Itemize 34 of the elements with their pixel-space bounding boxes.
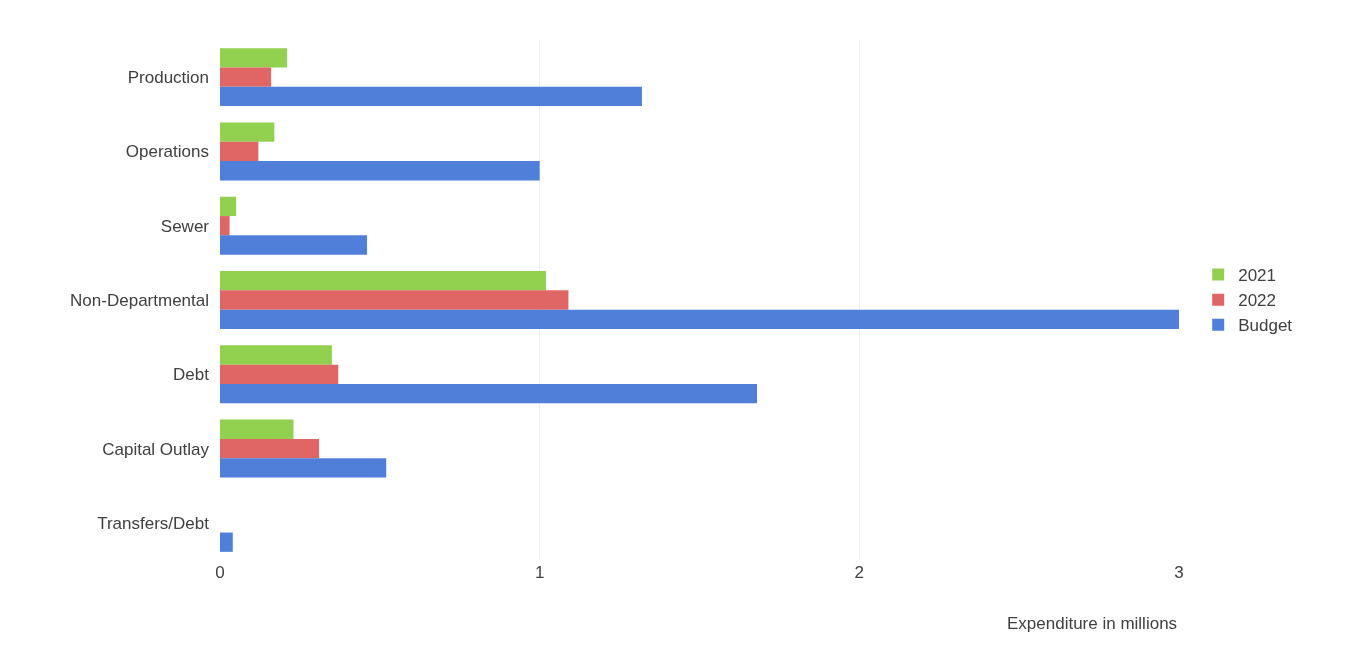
legend-label: Budget	[1238, 316, 1293, 336]
bar	[220, 364, 339, 384]
bar	[220, 141, 259, 162]
bar	[220, 122, 275, 142]
legend-label: 2021	[1238, 266, 1277, 286]
y-tick-label: Capital Outlay	[102, 439, 210, 459]
y-tick-label: Sewer	[160, 216, 210, 236]
bar	[220, 48, 288, 68]
bar	[220, 290, 569, 310]
bar	[220, 458, 387, 478]
bar	[220, 532, 233, 552]
y-tick-label: Non-Departmental	[70, 290, 209, 310]
bar	[220, 67, 272, 87]
y-tick-label: Production	[127, 68, 209, 88]
x-axis-title: Expenditure in millions	[1007, 614, 1178, 633]
bar	[220, 216, 230, 236]
bar	[220, 196, 236, 217]
x-tick-label: 0	[215, 563, 225, 582]
bar	[220, 309, 1179, 329]
x-tick-label: 2	[854, 563, 865, 582]
x-tick-label: 3	[1174, 563, 1184, 582]
bar	[220, 383, 758, 404]
bar	[220, 271, 547, 291]
bar	[220, 345, 332, 365]
bar	[220, 438, 320, 459]
y-tick-label: Debt	[173, 365, 210, 385]
bar	[220, 235, 368, 255]
bar	[220, 419, 294, 439]
y-tick-label: Transfers/Debt	[97, 513, 210, 533]
bar	[220, 161, 540, 181]
bar	[220, 86, 642, 107]
x-tick-label: 1	[534, 563, 545, 582]
legend-label: 2022	[1238, 291, 1277, 311]
y-tick-label: Operations	[125, 142, 209, 162]
